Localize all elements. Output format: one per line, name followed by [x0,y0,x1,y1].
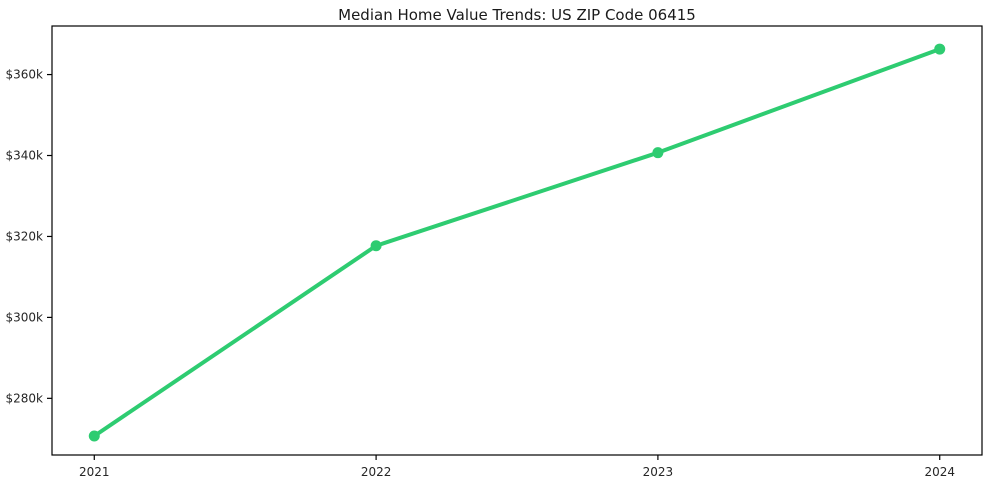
y-axis-tick-label: $360k [6,68,44,82]
y-axis-tick-label: $280k [6,391,44,405]
trend-line [92,47,942,438]
chart-title: Median Home Value Trends: US ZIP Code 06… [338,6,696,24]
data-point-marker [934,43,946,55]
data-point-marker [88,430,100,442]
x-axis-tick-label: 2022 [361,465,392,479]
y-axis-tick-label: $320k [6,229,44,243]
data-point-marker [370,240,382,252]
plot-border [51,25,983,456]
y-axis-tick-label: $300k [6,310,44,324]
x-axis-tick-label: 2021 [79,465,110,479]
y-axis-tick-label: $340k [6,149,44,163]
data-point-marker [652,147,664,159]
x-axis-tick-label: 2024 [924,465,955,479]
x-axis-tick-label: 2023 [643,465,674,479]
